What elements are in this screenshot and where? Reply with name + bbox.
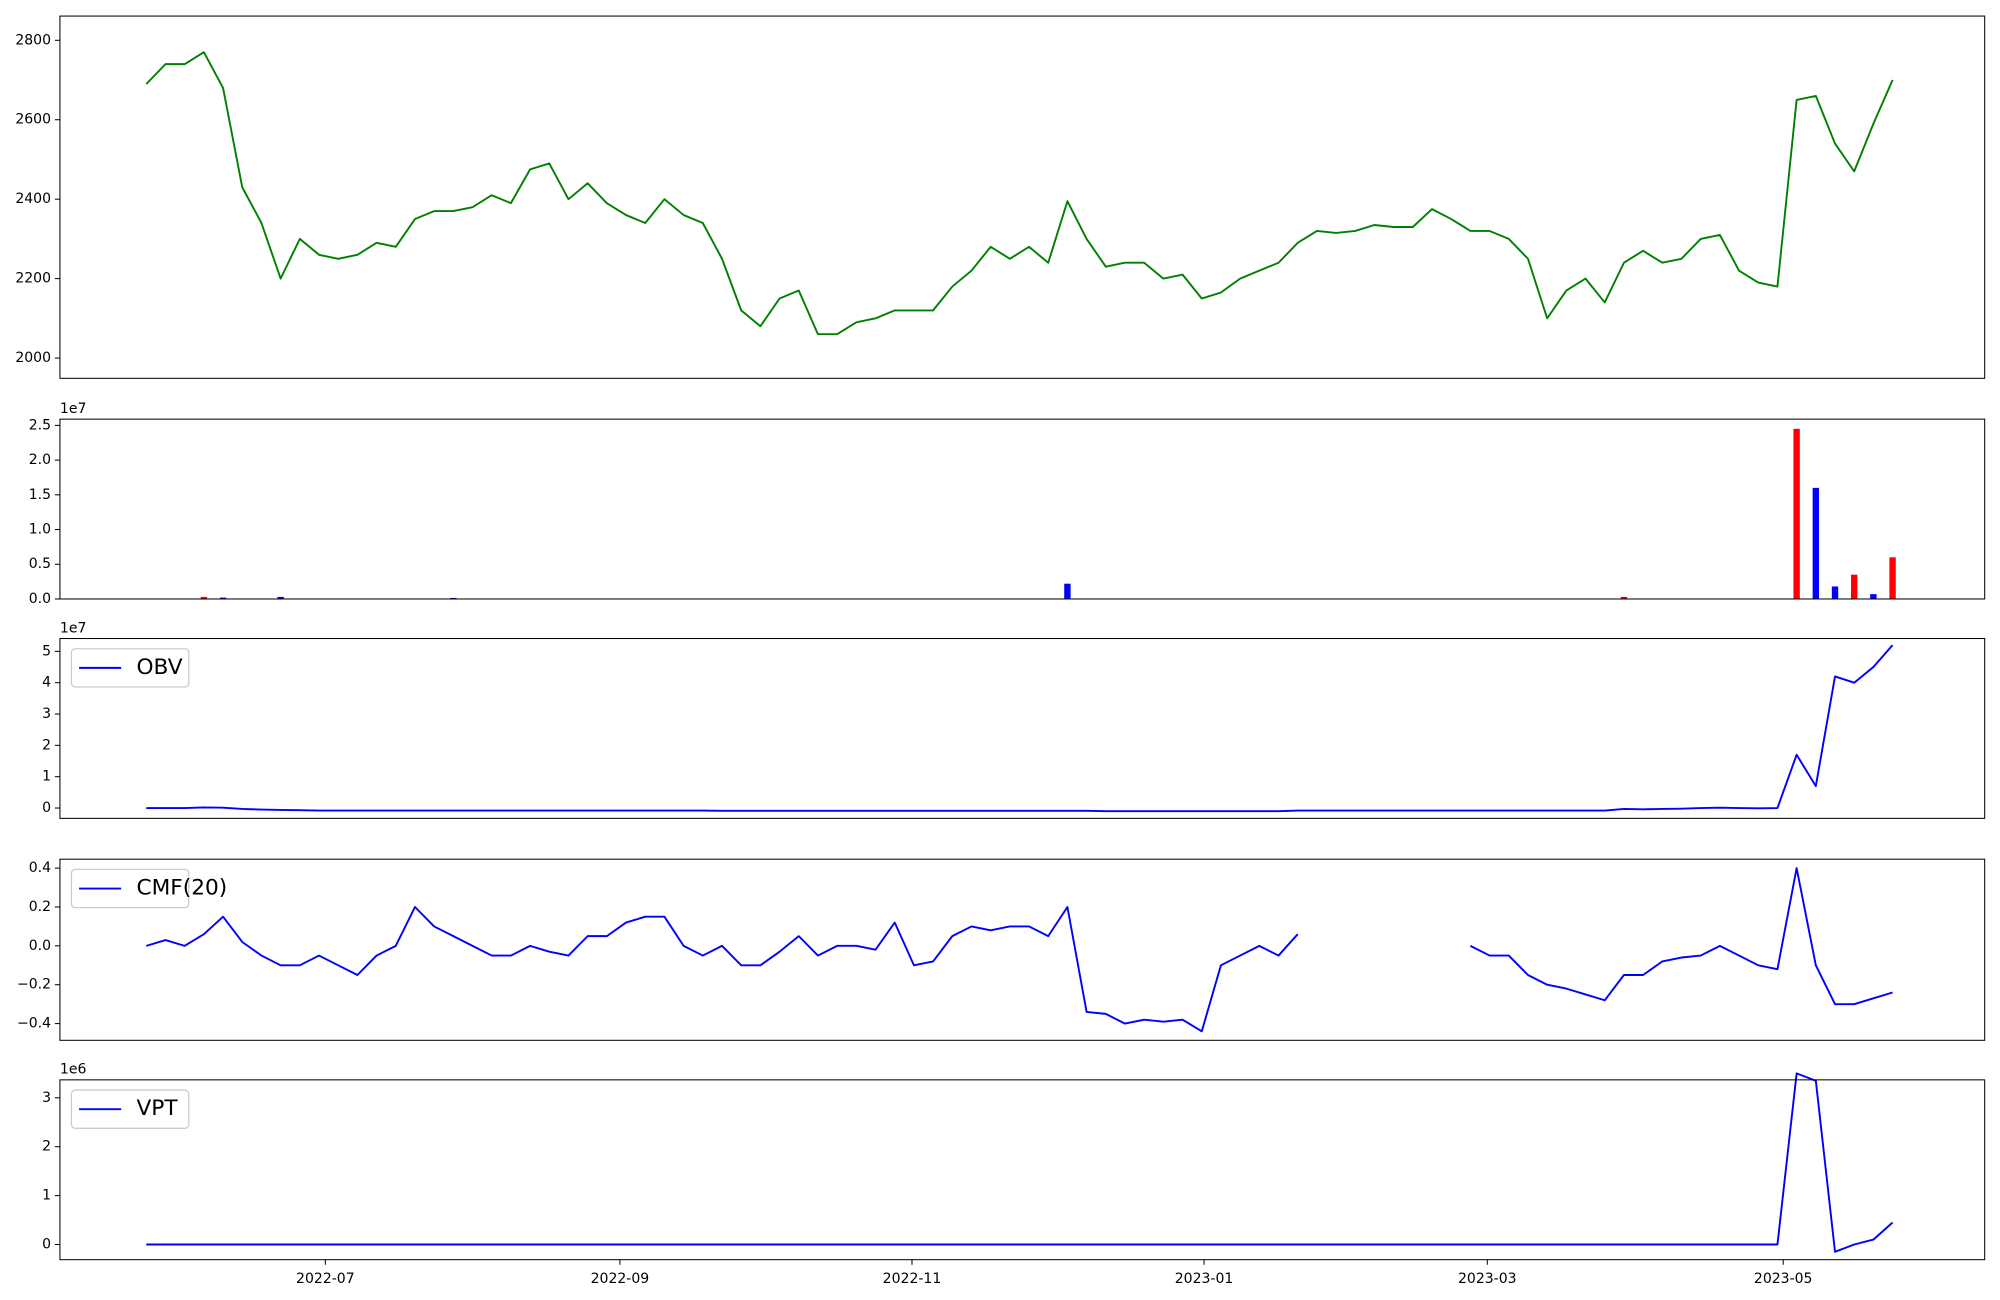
y-tick-label: 2.0 (29, 452, 51, 468)
line (145, 51, 1894, 336)
legend-label: OBV (136, 655, 182, 680)
bar (200, 596, 208, 599)
offset-label: 1e7 (60, 401, 86, 417)
y-tick-label: 1.0 (29, 522, 51, 538)
line (146, 644, 1894, 813)
y-tick-label: 0.0 (29, 591, 51, 607)
y-tick-label: 2000 (15, 350, 51, 366)
y-tick-label: 2600 (15, 112, 51, 128)
legend-label: CMF(20) (136, 876, 227, 901)
y-tick-label: 0 (42, 800, 51, 816)
y-tick-label: 2 (42, 1139, 51, 1155)
axes-frame (59, 418, 1986, 600)
y-tick-label: −0.2 (17, 977, 51, 993)
line (146, 1072, 1894, 1253)
y-tick-label: 1.5 (29, 487, 51, 503)
x-tick-label: 2022-11 (883, 1271, 942, 1287)
line (146, 867, 1893, 1033)
bar (450, 597, 457, 599)
y-tick-label: 2200 (15, 271, 51, 287)
y-tick-label: 5 (42, 643, 51, 659)
bar (1831, 586, 1839, 599)
y-tick-label: 2400 (15, 191, 51, 207)
x-tick-label: 2023-03 (1458, 1271, 1517, 1287)
y-tick-label: 0.4 (29, 860, 51, 876)
y-tick-label: 2 (42, 737, 51, 753)
x-tick-label: 2022-07 (296, 1271, 355, 1287)
bar (219, 597, 227, 599)
x-tick-label: 2023-05 (1754, 1271, 1813, 1287)
y-tick-label: −0.4 (17, 1016, 51, 1032)
bar (1889, 557, 1896, 599)
legend-box (70, 1089, 190, 1129)
bar (1064, 583, 1071, 599)
y-tick-label: 1 (42, 1188, 51, 1204)
y-tick-label: 0.2 (29, 899, 51, 915)
y-tick-label: 0 (42, 1236, 51, 1252)
axes-frame (59, 15, 1986, 379)
y-tick-label: 0.0 (29, 938, 51, 954)
bar (1851, 574, 1858, 599)
y-tick-label: 1 (42, 769, 51, 785)
bar (1793, 428, 1800, 599)
legend-box (70, 648, 190, 688)
x-tick-label: 2022-09 (591, 1271, 650, 1287)
y-tick-label: 2.5 (29, 417, 51, 433)
bar (1620, 596, 1628, 599)
y-tick-label: 0.5 (29, 556, 51, 572)
x-tick-label: 2023-01 (1175, 1271, 1234, 1287)
bar (1812, 487, 1820, 599)
offset-label: 1e6 (60, 1062, 87, 1078)
y-tick-label: 3 (42, 1090, 51, 1106)
y-tick-label: 2800 (15, 32, 51, 48)
legend-box (70, 868, 190, 909)
axes-frame (59, 638, 1986, 819)
offset-label: 1e7 (60, 620, 86, 636)
bar (1870, 594, 1877, 599)
axes-frame (59, 858, 1986, 1041)
bar (277, 596, 284, 599)
axes-frame (59, 1079, 1986, 1261)
y-tick-label: 4 (42, 675, 51, 691)
y-tick-label: 3 (42, 706, 51, 722)
legend-label: VPT (136, 1096, 178, 1121)
